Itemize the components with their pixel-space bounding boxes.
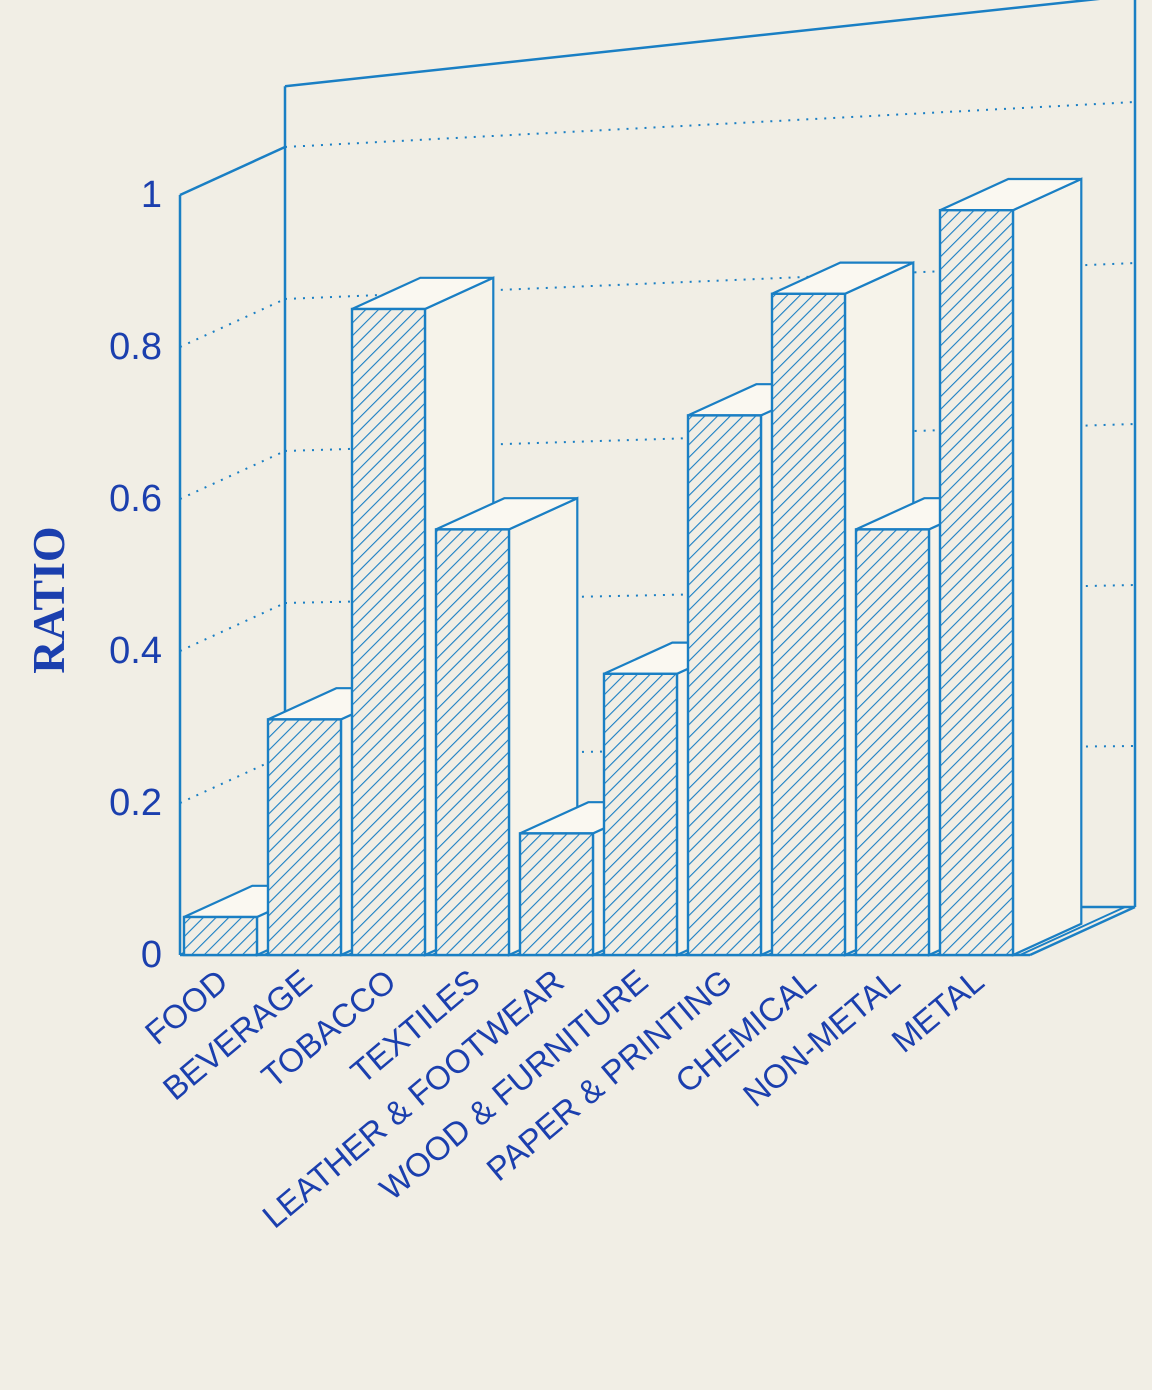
gridline-side	[179, 298, 286, 348]
bar-front-face	[602, 672, 679, 957]
floor-divider	[1019, 906, 1126, 956]
y-axis-top-edge	[179, 145, 286, 197]
gridline-side	[179, 754, 286, 804]
bar-front-face	[686, 414, 763, 957]
y-tick-label: 0.2	[109, 782, 162, 824]
y-tick-label: 1	[141, 174, 162, 216]
bar-front-face	[266, 718, 343, 957]
bar-front-face	[770, 292, 847, 957]
back-wall-top-edge	[284, 0, 1101, 88]
gridline-side	[179, 450, 286, 500]
gridline-back	[284, 101, 1136, 148]
y-axis-title: RATIO	[23, 526, 74, 673]
floor-right-edge	[1029, 905, 1136, 957]
bar-side-face	[1011, 177, 1083, 957]
y-tick-label: 0.4	[109, 630, 162, 672]
bars	[182, 177, 1083, 957]
x-category-label: METAL	[884, 962, 990, 1059]
bar-front-face	[518, 832, 595, 957]
y-tick-labels: 0 0.2 0.4 0.6 0.8 1	[109, 174, 162, 976]
y-tick-label: 0.8	[109, 326, 162, 368]
bar-front-face	[854, 528, 931, 957]
bar	[938, 177, 1083, 957]
bar-front-face	[434, 528, 511, 957]
gridline-side	[179, 146, 286, 196]
bar-front-face	[938, 208, 1015, 957]
y-tick-label: 0	[141, 934, 162, 976]
gridlines	[179, 101, 1136, 804]
gridline-side	[179, 602, 286, 652]
y-tick-label: 0.6	[109, 478, 162, 520]
bar-front-face	[350, 307, 427, 957]
bar-front-face	[182, 915, 259, 957]
